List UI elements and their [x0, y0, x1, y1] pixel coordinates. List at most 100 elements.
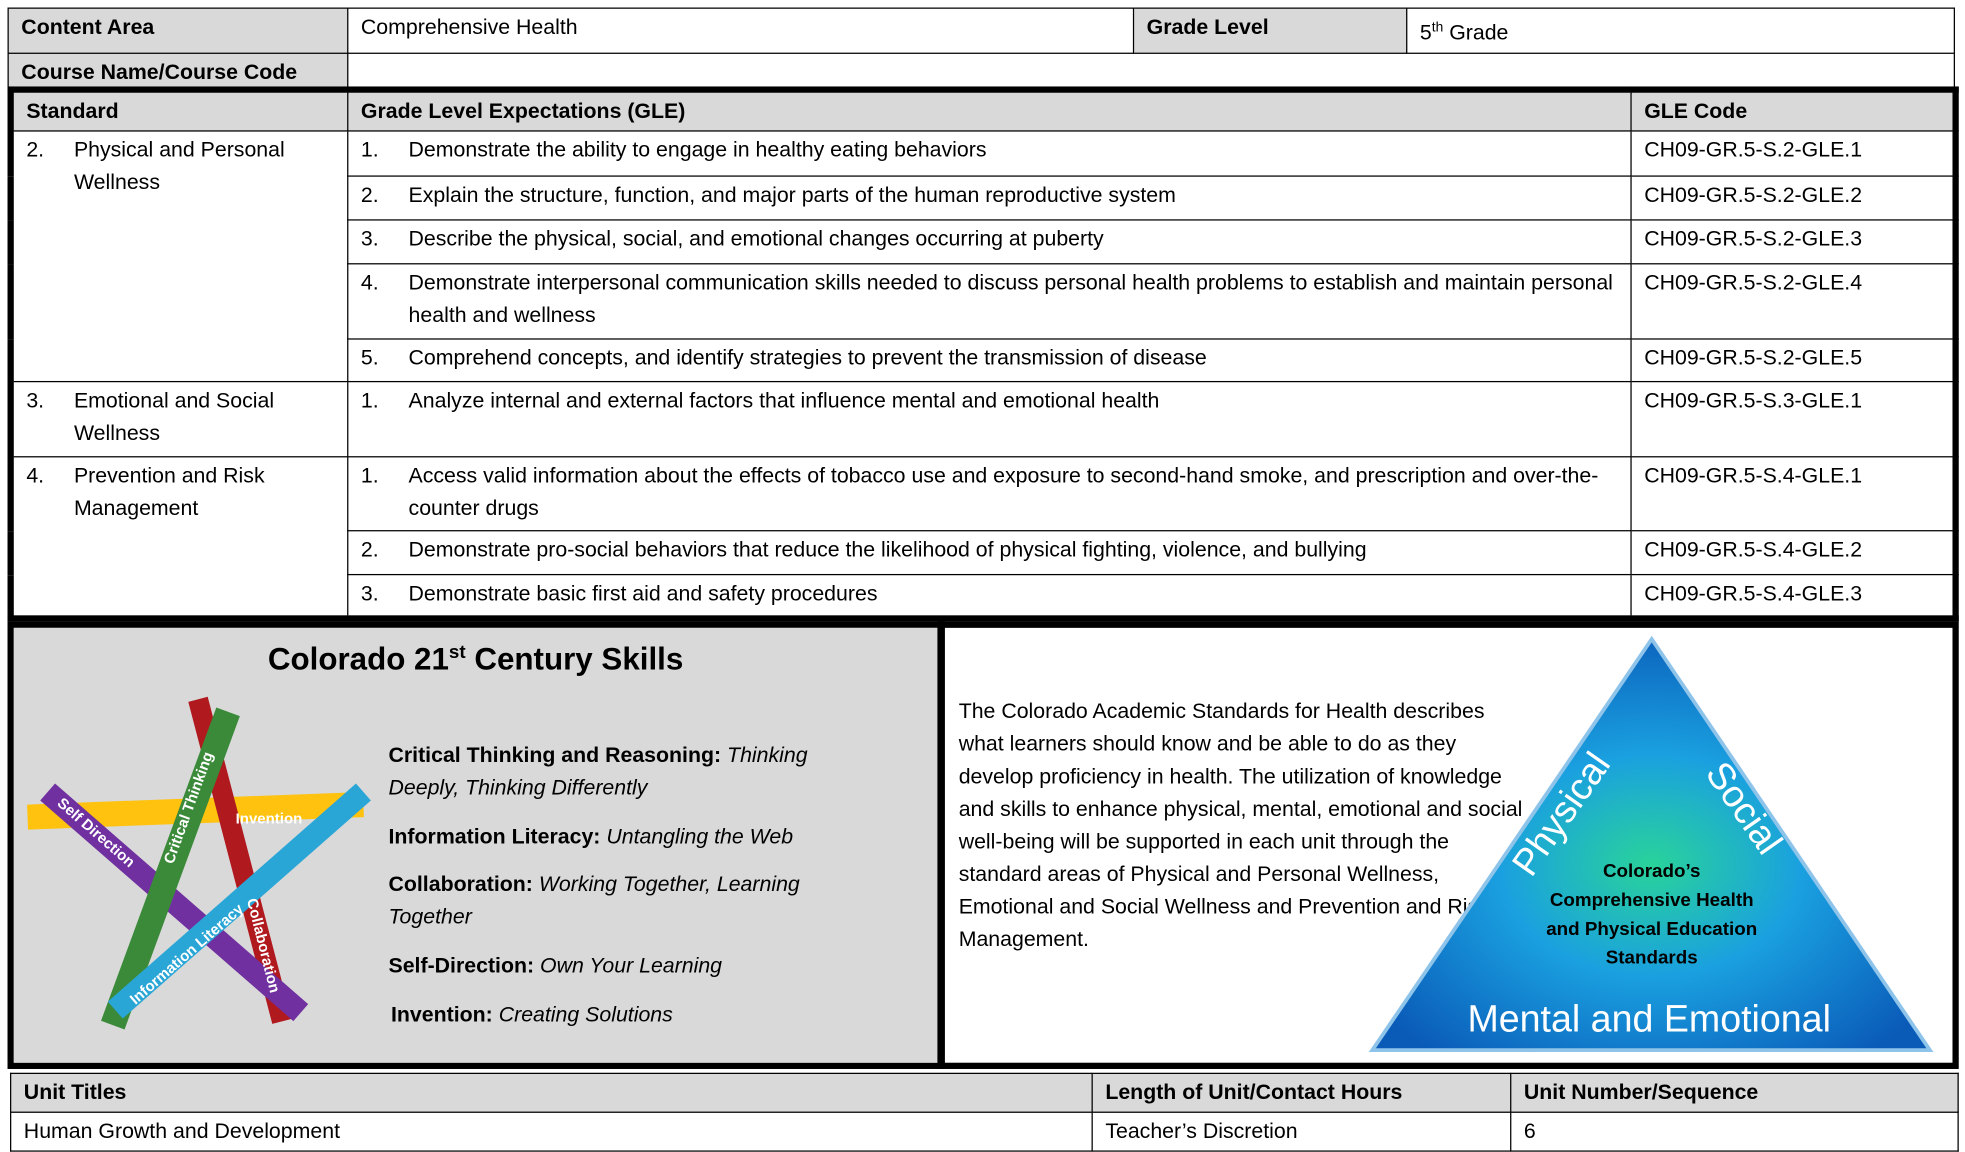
- num: 1.: [360, 463, 379, 488]
- gle-code: CH09-GR.5-S.2-GLE.3: [1630, 219, 1957, 265]
- num: 2.: [360, 537, 379, 562]
- label: Content Area: [7, 7, 349, 54]
- header: Length of Unit/Contact Hours: [1091, 1072, 1512, 1113]
- gle: 2. Explain the structure, function, and m…: [361, 179, 1618, 212]
- skill: Information Literacy: Untangling the Web: [388, 821, 877, 854]
- name: Emotional and Social Wellness: [73, 388, 275, 445]
- row: 3. Demonstrate basic first aid and safety…: [11, 573, 1957, 620]
- skills-box: [7, 621, 1959, 1069]
- skill-label: Critical Thinking and Reasoning:: [388, 743, 722, 767]
- gle-text: Describe the physical, social, and emoti…: [408, 226, 1104, 251]
- gle: 2. Demonstrate pro-social behaviors that …: [361, 534, 1618, 567]
- gle-cell: 5. Comprehend concepts, and identify stra…: [347, 338, 1632, 383]
- center-label: Colorado’s Comprehensive Health and Phys…: [1546, 860, 1758, 969]
- gle: 5. Comprehend concepts, and identify stra…: [361, 342, 1618, 375]
- row: 5. Comprehend concepts, and identify stra…: [11, 338, 1957, 383]
- header: GLE Code: [1630, 88, 1957, 132]
- standard: 3. Emotional and Social Wellness: [26, 385, 334, 450]
- grade: 5: [1419, 20, 1432, 45]
- gle-cell: 2. Demonstrate pro-social behaviors that …: [347, 530, 1632, 576]
- t: Century Skills: [474, 642, 684, 678]
- gle: 4. Demonstrate interpersonal communicatio…: [361, 267, 1618, 332]
- gle-cell: 1. Access valid information about the eff…: [347, 456, 1632, 532]
- gle-text: Demonstrate pro-social behaviors that re…: [408, 537, 1367, 562]
- standard-cell: 3. Emotional and Social Wellness: [10, 380, 349, 458]
- triangle-shape: [1368, 635, 1934, 1053]
- gle-text: Analyze internal and external factors th…: [408, 388, 1160, 413]
- gle-text: Explain the structure, function, and maj…: [408, 182, 1176, 207]
- header: Grade Level Expectations (GLE): [347, 88, 1632, 132]
- cell: 6: [1510, 1111, 1959, 1152]
- skill: Invention: Creating Solutions: [391, 999, 880, 1032]
- gle-code: CH09-GR.5-S.2-GLE.4: [1630, 263, 1957, 340]
- gle: 3. Demonstrate basic first aid and safety…: [361, 578, 1618, 611]
- row: 3. Describe the physical, social, and emo…: [11, 219, 1957, 265]
- gle-cell: 4. Demonstrate interpersonal communicatio…: [347, 263, 1632, 340]
- row: 2. Explain the structure, function, and m…: [11, 175, 1957, 221]
- value: Comprehensive Health: [347, 7, 1135, 54]
- description: The Colorado Academic Standards for Heal…: [958, 699, 1523, 952]
- gle-code: CH09-GR.5-S.2-GLE.1: [1630, 130, 1957, 177]
- standard-cell: 2. Physical and Personal Wellness: [10, 130, 349, 383]
- divider: [937, 621, 945, 1069]
- num: 5.: [360, 345, 379, 370]
- star-label: Invention: [236, 810, 303, 827]
- unit-table: Unit Titles Length of Unit/Contact Hours U…: [10, 1072, 1959, 1152]
- gle-code: CH09-GR.5-S.4-GLE.3: [1630, 573, 1957, 620]
- header: Standard: [10, 88, 349, 132]
- band: [40, 783, 309, 1022]
- skill: Collaboration: Working Together, Learnin…: [388, 868, 877, 933]
- label: Grade Level: [1132, 7, 1408, 54]
- skill-label: Information Literacy:: [388, 824, 601, 849]
- skill-desc: Creating Solutions: [498, 1002, 673, 1027]
- cell: Human Growth and Development: [10, 1111, 1093, 1152]
- num: 3.: [26, 388, 45, 413]
- gle-code: CH09-GR.5-S.2-GLE.5: [1630, 338, 1957, 383]
- name: Prevention and Risk Management: [73, 463, 265, 521]
- skill: Self-Direction: Own Your Learning: [388, 950, 877, 983]
- gle-code: CH09-GR.5-S.4-GLE.1: [1630, 456, 1957, 532]
- t: Colorado 21: [267, 642, 449, 678]
- cell: Teacher’s Discretion: [1091, 1111, 1512, 1152]
- num: 1.: [360, 388, 379, 413]
- row: 4. Demonstrate interpersonal communicatio…: [11, 263, 1957, 340]
- gle-text: Access valid information about the effec…: [408, 463, 1599, 521]
- row: 4. Prevention and Risk Management 1. Access…: [10, 456, 1957, 620]
- skills-title: Colorado 21st Century Skills: [14, 642, 938, 679]
- standard-cell: 4. Prevention and Risk Management: [10, 456, 349, 620]
- value: 5th Grade: [1406, 7, 1955, 54]
- gle-text: Demonstrate the ability to engage in hea…: [408, 137, 987, 162]
- gle-cell: 1. Analyze internal and external factors …: [347, 380, 1632, 458]
- header: Unit Titles: [10, 1072, 1093, 1113]
- skill: Critical Thinking and Reasoning: Thinkin…: [388, 739, 877, 804]
- skill-desc: Untangling the Web: [606, 824, 794, 849]
- num: 4.: [26, 463, 45, 488]
- triangle: Physical Social Mental and Emotional: [1368, 635, 1934, 1053]
- header-table: Content Area Comprehensive Health Grade Le…: [7, 7, 1955, 94]
- star: Self Direction Critical Thinking Inventi…: [27, 696, 371, 1030]
- row: 2. Physical and Personal Wellness 1. Demons…: [10, 130, 1957, 383]
- band: [107, 783, 371, 1019]
- num: 4.: [360, 270, 379, 295]
- standards-table: Standard Grade Level Expectations (GLE) GL…: [7, 86, 1959, 622]
- gle-cell: 3. Describe the physical, social, and emo…: [347, 219, 1632, 265]
- name: Physical and Personal Wellness: [73, 137, 285, 195]
- row: 2. Demonstrate pro-social behaviors that …: [11, 530, 1957, 576]
- num: 3.: [360, 226, 379, 251]
- num: 1.: [360, 137, 379, 162]
- standard: 4. Prevention and Risk Management: [26, 460, 334, 525]
- gle: 1. Access valid information about the eff…: [361, 460, 1618, 525]
- band: [101, 707, 240, 1030]
- skill-desc: Thinking Deeply, Thinking Differently: [388, 743, 808, 800]
- header: Unit Number/Sequence: [1510, 1072, 1959, 1113]
- gle: 1. Demonstrate the ability to engage in h…: [361, 134, 1618, 167]
- gle-text: Demonstrate basic first aid and safety p…: [408, 581, 878, 606]
- gle-code: CH09-GR.5-S.2-GLE.2: [1630, 175, 1957, 221]
- t: st: [448, 641, 466, 663]
- skill-desc: Working Together, Learning Together: [388, 872, 800, 929]
- standard: 2. Physical and Personal Wellness: [26, 134, 334, 199]
- num: 2.: [360, 182, 379, 207]
- num: 3.: [360, 581, 379, 606]
- row: 3. Emotional and Social Wellness 1. Analyze…: [10, 380, 1957, 458]
